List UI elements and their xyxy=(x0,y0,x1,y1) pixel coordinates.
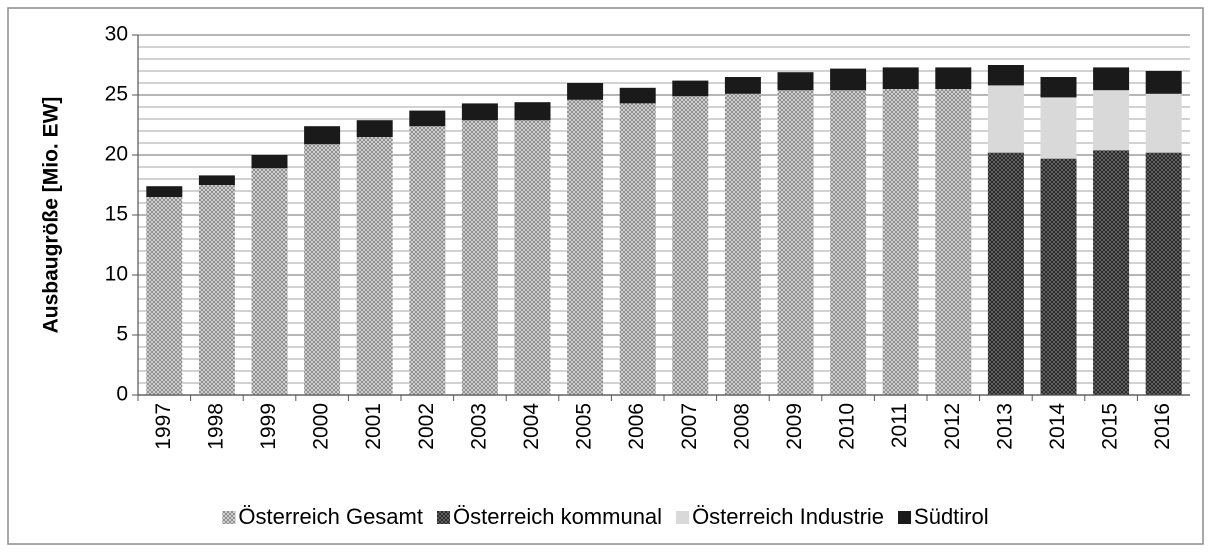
bar-segment xyxy=(882,89,919,395)
x-tick-label: 2016 xyxy=(1151,403,1174,450)
bar-segment xyxy=(251,168,288,395)
bar-segment xyxy=(935,89,972,395)
bar-segment xyxy=(198,185,235,395)
bar-segment xyxy=(198,175,235,185)
legend-label: Österreich Gesamt xyxy=(238,504,423,529)
bar-segment xyxy=(1093,67,1130,91)
x-tick-label: 2001 xyxy=(362,403,385,450)
bar-segment xyxy=(1093,150,1130,395)
legend-swatch xyxy=(222,511,236,524)
y-tick-label: 20 xyxy=(105,143,128,166)
x-tick-label: 1997 xyxy=(152,403,175,450)
x-tick-label: 2008 xyxy=(730,403,753,450)
bar-segment xyxy=(356,137,393,395)
bar-segment xyxy=(567,99,604,396)
bar-segment xyxy=(304,144,341,395)
x-tick-label: 1999 xyxy=(257,403,280,450)
bar-segment xyxy=(514,102,551,121)
bar-segment xyxy=(1040,77,1077,98)
bar-segment xyxy=(830,68,867,91)
bar-segment xyxy=(882,67,919,89)
x-tick-label: 2013 xyxy=(993,403,1016,450)
bar-segment xyxy=(724,77,761,94)
y-tick-label: 15 xyxy=(105,203,128,226)
y-tick-label: 25 xyxy=(105,83,128,106)
x-tick-label: 2015 xyxy=(1099,403,1122,450)
y-tick-label: 30 xyxy=(105,23,128,46)
bar-segment xyxy=(1145,71,1182,94)
bar-segment xyxy=(146,197,183,395)
y-tick-label: 10 xyxy=(105,263,128,286)
bar-segment xyxy=(304,126,341,145)
bar-segment xyxy=(251,155,288,169)
y-tick-label: 5 xyxy=(116,323,128,346)
legend-swatch xyxy=(436,511,450,524)
bar-segment xyxy=(619,103,656,396)
bar-segment xyxy=(514,120,551,395)
x-tick-label: 2005 xyxy=(573,403,596,450)
bar-segment xyxy=(830,90,867,395)
bar-segment xyxy=(356,120,393,137)
x-tick-label: 2002 xyxy=(415,403,438,450)
bar-segment xyxy=(777,90,814,395)
bar-segment xyxy=(409,126,446,395)
bar-segment xyxy=(1093,90,1130,151)
bar-segment xyxy=(409,110,446,127)
legend-swatch xyxy=(676,511,690,524)
legend-label: Österreich kommunal xyxy=(453,504,662,529)
x-tick-label: 2014 xyxy=(1046,403,1069,450)
x-tick-label: 2011 xyxy=(888,403,911,448)
x-tick-label: 2007 xyxy=(678,403,701,450)
bar-segment xyxy=(777,72,814,91)
x-tick-label: 2009 xyxy=(783,403,806,450)
x-tick-label: 2006 xyxy=(625,403,648,450)
bar-segment xyxy=(1040,158,1077,395)
bar-segment xyxy=(461,120,498,395)
bar-segment xyxy=(987,85,1024,153)
bar-segment xyxy=(724,93,761,396)
bar-segment xyxy=(1040,97,1077,159)
y-tick-label: 0 xyxy=(116,383,128,406)
legend-swatch xyxy=(898,511,912,524)
bar-segment xyxy=(146,186,183,197)
bar-segment xyxy=(1145,93,1182,153)
legend-label: Österreich Industrie xyxy=(692,504,884,529)
bar-segment xyxy=(567,83,604,100)
bar-segment xyxy=(987,152,1024,395)
x-tick-label: 2004 xyxy=(520,403,543,450)
bar-segment xyxy=(1145,152,1182,395)
bar-segment xyxy=(461,103,498,121)
bar-segment xyxy=(987,65,1024,86)
bar-segment xyxy=(672,80,709,97)
bar-segment xyxy=(619,87,656,104)
bar-segment xyxy=(935,67,972,89)
x-tick-label: 2012 xyxy=(941,403,964,450)
x-tick-label: 1998 xyxy=(204,403,227,450)
x-tick-label: 2010 xyxy=(836,403,859,450)
legend-label: Südtirol xyxy=(914,504,989,529)
x-tick-label: 2000 xyxy=(310,403,333,450)
bar-segment xyxy=(672,96,709,395)
x-tick-label: 2003 xyxy=(467,403,490,450)
y-axis-label: Ausbaugröße [Mio. EW] xyxy=(40,97,63,334)
